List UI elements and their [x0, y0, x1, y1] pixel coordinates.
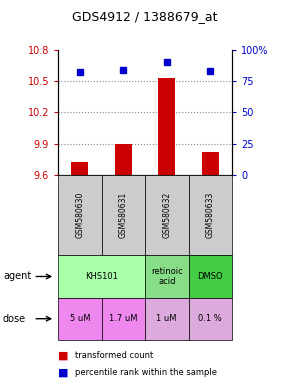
- Text: agent: agent: [3, 271, 31, 281]
- Text: percentile rank within the sample: percentile rank within the sample: [75, 368, 218, 377]
- Bar: [115, 144, 132, 175]
- Text: dose: dose: [3, 314, 26, 324]
- Text: GSM580630: GSM580630: [75, 192, 84, 238]
- Text: transformed count: transformed count: [75, 351, 154, 360]
- Text: GSM580632: GSM580632: [162, 192, 171, 238]
- Text: 1 uM: 1 uM: [157, 314, 177, 323]
- Bar: [202, 152, 219, 175]
- Text: KHS101: KHS101: [85, 272, 118, 281]
- Text: ■: ■: [58, 367, 68, 377]
- Bar: [158, 78, 175, 175]
- Text: 1.7 uM: 1.7 uM: [109, 314, 137, 323]
- Text: GSM580631: GSM580631: [119, 192, 128, 238]
- Text: GSM580633: GSM580633: [206, 192, 215, 238]
- Text: GDS4912 / 1388679_at: GDS4912 / 1388679_at: [72, 10, 218, 23]
- Text: ■: ■: [58, 350, 68, 360]
- Text: 0.1 %: 0.1 %: [198, 314, 222, 323]
- Text: retinoic
acid: retinoic acid: [151, 267, 183, 286]
- Bar: [71, 162, 88, 175]
- Text: 5 uM: 5 uM: [70, 314, 90, 323]
- Text: DMSO: DMSO: [197, 272, 223, 281]
